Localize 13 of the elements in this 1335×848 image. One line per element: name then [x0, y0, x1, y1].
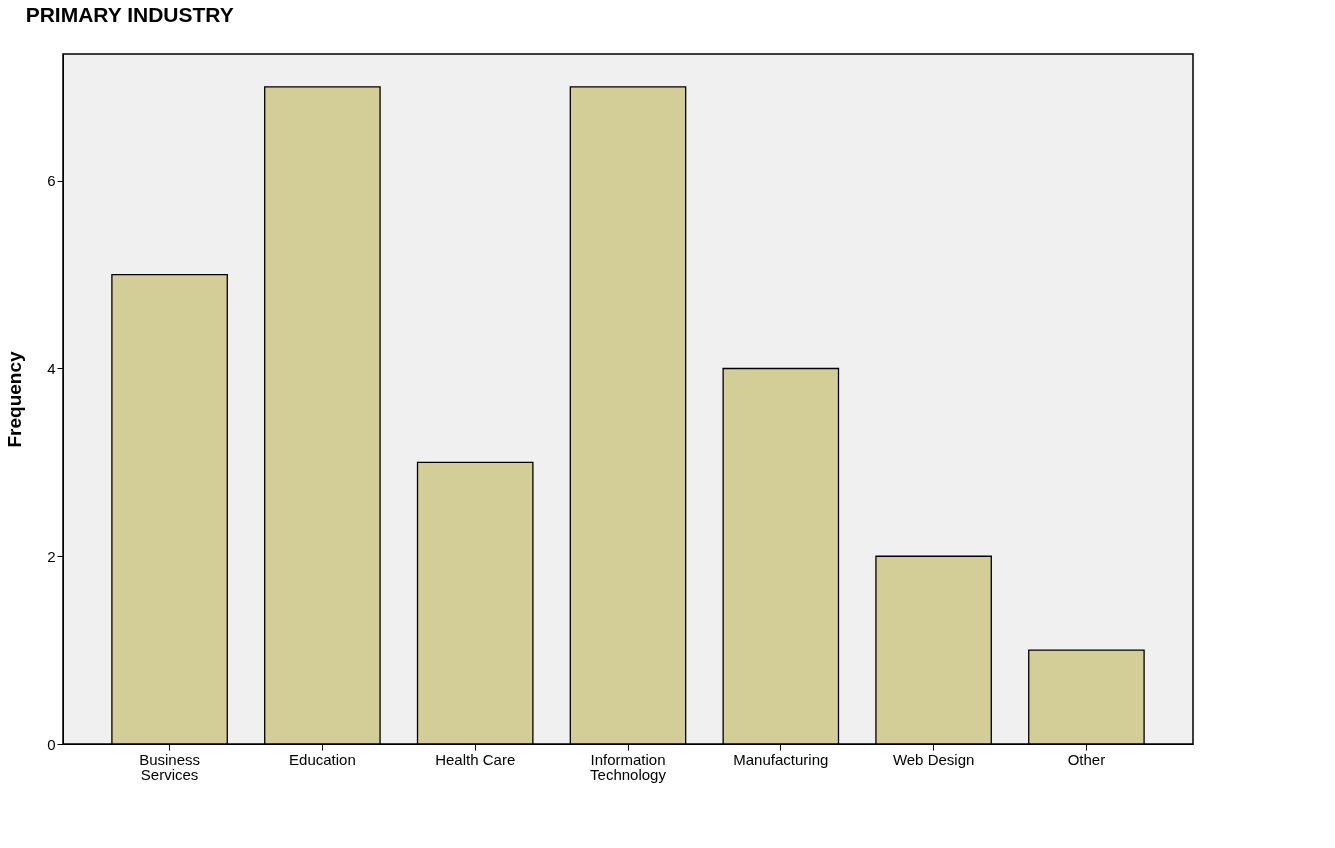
x-tick-label: Web Design [892, 750, 975, 768]
y-axis-title: Frequency [4, 351, 26, 448]
x-tick-label: Other [1067, 750, 1106, 768]
chart-title: PRIMARY INDUSTRY [25, 3, 234, 26]
y-tick-label: 0 [47, 735, 56, 753]
x-tick-label: Education [289, 750, 356, 768]
x-tick-label: Business Services [139, 750, 201, 783]
y-tick-label: 4 [47, 359, 56, 377]
x-tick-label: Information Technology [590, 750, 667, 783]
x-tick-label: Manufacturing [733, 750, 829, 768]
y-tick-label: 2 [47, 547, 56, 565]
x-tick-label: Health Care [435, 750, 516, 768]
y-tick-label: 6 [47, 172, 56, 190]
